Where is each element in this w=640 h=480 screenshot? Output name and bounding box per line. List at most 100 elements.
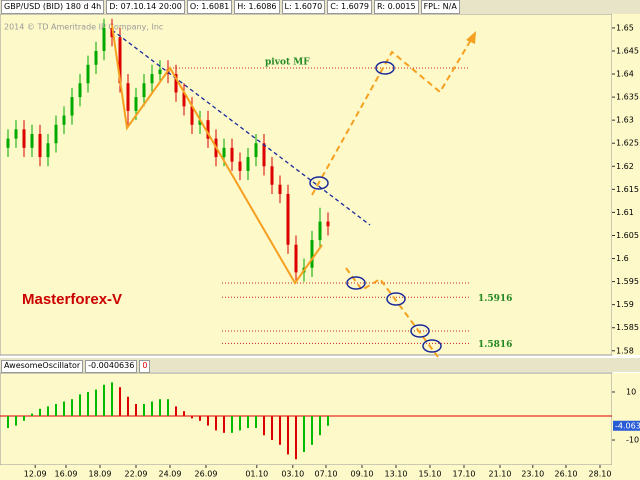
x-tick-label: 23.10: [521, 470, 544, 479]
osc-bar: [223, 415, 225, 433]
candle-body: [230, 147, 234, 162]
candle-body: [110, 27, 114, 38]
candle-body: [54, 124, 58, 144]
osc-bar: [71, 399, 73, 416]
osc-bar: [255, 415, 257, 429]
candle-body: [238, 161, 242, 171]
candle-body: [38, 133, 42, 158]
x-tick-label: 18.09: [89, 470, 112, 479]
trend-line: [111, 29, 371, 226]
annotations: [111, 24, 476, 358]
candle-body: [270, 166, 274, 185]
osc-bar: [39, 408, 41, 416]
osc-bar: [103, 384, 105, 416]
header-field: L: 1.6070: [281, 0, 326, 14]
osc-bar: [87, 391, 89, 416]
x-tick-label: 26.10: [555, 470, 578, 479]
y-tick-label: 1.645: [616, 46, 639, 55]
y-tick-label: 1.63: [616, 116, 634, 125]
y-tick-label: 1.605: [616, 231, 639, 240]
price-panel: [0, 13, 613, 356]
osc-header: AwesomeOscillator -0.0040636 0: [0, 360, 151, 373]
candle-body: [310, 240, 314, 268]
header-field: D: 07.10.14 20:00: [106, 0, 185, 14]
x-tick-label: 22.09: [125, 470, 148, 479]
candle-body: [118, 37, 122, 84]
osc-bar: [215, 415, 217, 431]
candle-body: [150, 74, 154, 84]
osc-bar: [311, 415, 313, 445]
osc-bar: [167, 399, 169, 416]
osc-bar: [63, 401, 65, 416]
y-tick-label: 1.585: [616, 323, 639, 332]
candle-body: [286, 193, 290, 245]
level-label: 1.5816: [478, 340, 512, 350]
x-tick-label: 17.10: [453, 470, 476, 479]
date-axis: [0, 465, 640, 480]
osc-param: 0: [139, 360, 151, 373]
candle-body: [142, 83, 146, 98]
x-tick-label: 24.09: [159, 470, 182, 479]
header-field: H: 1.6086: [234, 0, 280, 14]
current-tag-bg: [613, 420, 640, 431]
osc-bar: [15, 415, 17, 426]
candle-body: [70, 97, 74, 116]
candle-body: [198, 120, 202, 125]
x-tick-label: 28.10: [589, 470, 612, 479]
y-tick-label: 1.58: [616, 346, 634, 355]
current-tag: -4.063: [615, 421, 640, 430]
osc-bar: [143, 403, 145, 416]
osc-bar: [151, 401, 153, 416]
osc-bar: [327, 415, 329, 426]
marker: [386, 292, 406, 306]
osc-bar: [119, 387, 121, 416]
osc-value: -0.0040636: [85, 360, 138, 373]
marker: [422, 339, 442, 353]
osc-bar: [247, 415, 249, 429]
candle-body: [94, 50, 98, 65]
candle-body: [102, 27, 106, 51]
x-tick-label: 09.10: [351, 470, 374, 479]
osc-bar: [55, 403, 57, 416]
osc-bar: [239, 415, 241, 431]
candle-body: [222, 147, 226, 158]
osc-bar: [23, 415, 25, 421]
candle-body: [6, 138, 10, 148]
candle-body: [22, 129, 26, 148]
marker: [309, 176, 329, 190]
candle-body: [278, 184, 282, 194]
osc-bar: [183, 411, 185, 416]
wave-line: [111, 24, 323, 285]
osc-bar: [127, 396, 129, 416]
x-tick-label: 01.10: [245, 470, 268, 479]
y-tick-label: 1.64: [616, 70, 634, 79]
header-field: R: 0.0015: [374, 0, 419, 14]
osc-bar: [279, 415, 281, 445]
x-tick-label: 13.10: [385, 470, 408, 479]
y-tick-label: 1.595: [616, 277, 639, 286]
header-field: O: 1.6081: [186, 0, 233, 14]
candle-body: [78, 83, 82, 98]
candle-body: [294, 244, 298, 273]
y-tick-label: 1.625: [616, 139, 639, 148]
osc-panel: [0, 372, 613, 466]
osc-bar: [47, 406, 49, 416]
osc-bar: [303, 415, 305, 453]
y-tick-label: 1.635: [616, 93, 639, 102]
y-tick-label: 1.61: [616, 208, 634, 217]
osc-bar: [95, 389, 97, 416]
projection-down: [345, 267, 439, 358]
y-tick-label: 1.65: [616, 23, 634, 32]
level-label: pivot MF: [265, 58, 310, 68]
x-tick-label: 12.09: [24, 470, 47, 479]
candle-body: [158, 69, 162, 75]
price-axis: [612, 14, 640, 355]
osc-bar: [191, 415, 193, 419]
x-tick-label: 15.10: [419, 470, 442, 479]
candle-body: [174, 74, 178, 93]
x-tick-label: 16.09: [55, 470, 78, 479]
projection-up: [311, 37, 473, 196]
osc-bar: [31, 413, 33, 416]
